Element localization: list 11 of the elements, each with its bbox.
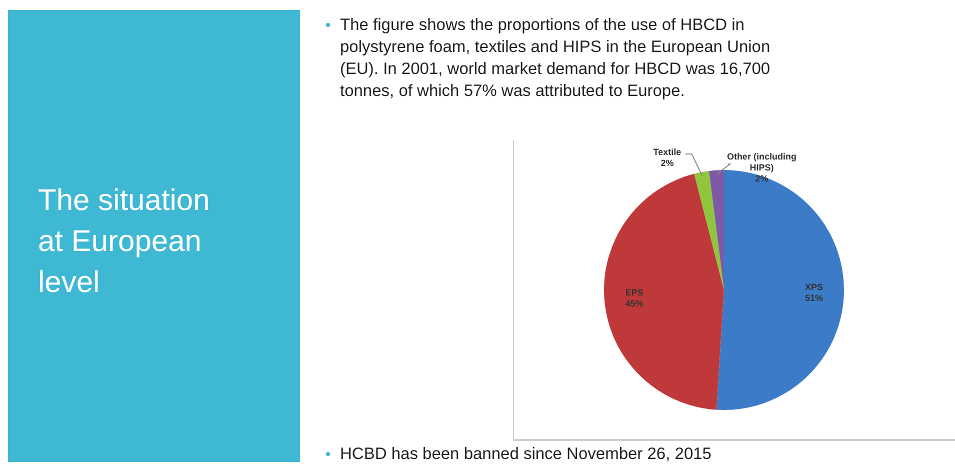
data-label: 45% [625, 298, 644, 308]
data-label: 51% [804, 292, 823, 303]
data-label: 2% [660, 158, 674, 168]
data-label: 2% [755, 173, 768, 184]
slice-label: Other (including HIPS) [726, 151, 796, 172]
text: HCBD has been banned since November 26, 2015 [326, 443, 940, 465]
slice-label: Textile [653, 146, 682, 157]
slice-label: XPS [804, 282, 823, 292]
slice-label: EPS [625, 287, 644, 298]
text: The situation at European level [38, 183, 211, 301]
text: The figure shows the proportions of the use of HBCD in polystyrene foam, textiles and HIPS in the European Union (EU). In 2001, world market demand for HBCD was 16,700 tonnes, of which 57% was attributed to Europe. [326, 14, 780, 102]
